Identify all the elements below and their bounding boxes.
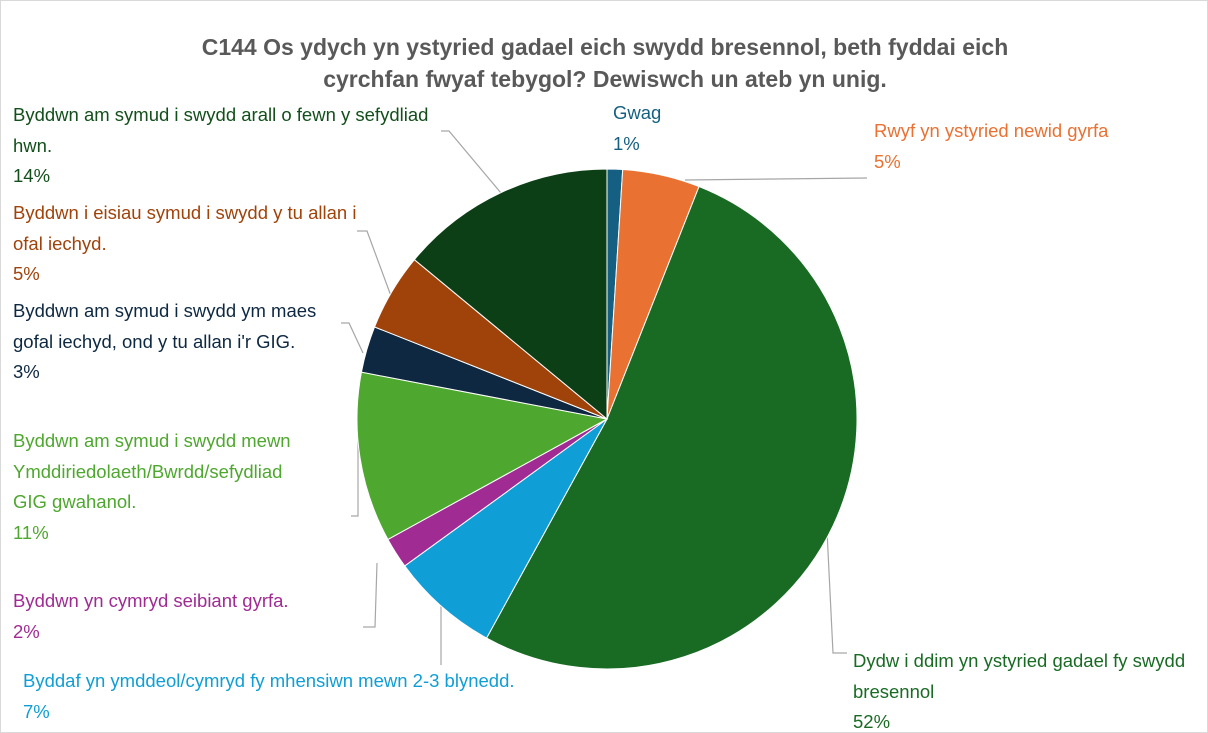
value-label: 5% (13, 263, 40, 284)
data-label: Byddwn am symud i swydd ym maes gofal ie… (13, 296, 333, 388)
data-label: Byddaf yn ymddeol/cymryd fy mhensiwn mew… (23, 666, 703, 727)
category-label: Byddwn am symud i swydd mewn Ymddiriedol… (13, 430, 291, 512)
data-label: Gwag 1% (613, 98, 813, 159)
value-label: 3% (13, 361, 40, 382)
slice (413, 168, 608, 421)
category-label: Byddwn am symud i swydd ym maes gofal ie… (13, 300, 317, 352)
category-label: Byddwn am symud i swydd arall o fewn y s… (13, 104, 429, 156)
category-label: Rwyf yn ystyried newid gyrfa (874, 120, 1109, 141)
leader-line (684, 177, 868, 181)
leader-line (441, 130, 502, 194)
slice (485, 185, 858, 670)
value-label: 52% (853, 711, 891, 732)
leader-line (826, 530, 847, 654)
data-label: Rwyf yn ystyried newid gyrfa 5% (874, 116, 1194, 177)
data-label: Dydw i ddim yn ystyried gadael fy swydd … (853, 646, 1198, 732)
leader-line (363, 562, 378, 628)
value-label: 7% (23, 700, 50, 722)
leader-line (357, 230, 392, 297)
value-label: 1% (613, 132, 640, 154)
slice (404, 418, 608, 639)
data-label: Byddwn yn cymryd seibiant gyrfa. 2% (13, 586, 373, 647)
chart-title: C144 Os ydych yn ystyried gadael eich sw… (201, 34, 1009, 92)
value-label: 2% (13, 620, 40, 642)
value-label: 14% (13, 165, 51, 186)
category-label: Byddaf yn ymddeol/cymryd fy mhensiwn mew… (23, 670, 515, 691)
category-label: Byddwn i eisiau symud i swydd y tu allan… (13, 202, 357, 254)
value-label: 5% (874, 150, 901, 172)
category-label: Gwag (613, 102, 662, 123)
value-label: 11% (13, 521, 49, 543)
data-label: Byddwn i eisiau symud i swydd y tu allan… (13, 198, 358, 290)
data-label: Byddwn am symud i swydd arall o fewn y s… (13, 100, 443, 192)
category-label: Dydw i ddim yn ystyried gadael fy swydd … (853, 650, 1186, 702)
leader-line (341, 322, 364, 354)
slice (356, 371, 609, 541)
data-label: Byddwn am symud i swydd mewn Ymddiriedol… (13, 426, 305, 548)
leader-line (351, 441, 359, 517)
category-label: Byddwn yn cymryd seibiant gyrfa. (13, 590, 289, 611)
